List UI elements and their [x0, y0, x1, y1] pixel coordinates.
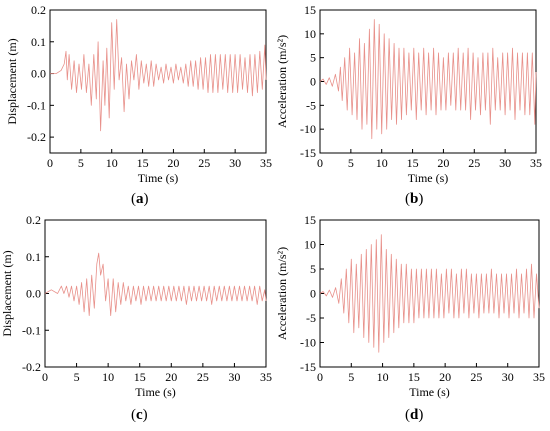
y-axis-label: Acceleration (m/s²) — [275, 247, 289, 340]
series-line — [319, 234, 540, 353]
y-tick-label: 15 — [304, 213, 316, 227]
y-tick-label: -0.1 — [22, 323, 41, 337]
x-tick-label: 20 — [165, 370, 177, 384]
x-axis-label: Time (s) — [138, 171, 179, 185]
y-tick-label: -10 — [300, 336, 316, 350]
x-tick-label: 15 — [134, 370, 146, 384]
x-axis-label: Time (s) — [135, 385, 176, 399]
x-tick-label: 30 — [499, 156, 511, 170]
y-tick-label: 15 — [304, 3, 316, 17]
x-tick-label: 10 — [376, 156, 388, 170]
x-tick-label: 10 — [106, 156, 118, 170]
y-tick-label: -5 — [306, 311, 316, 325]
x-tick-label: 35 — [530, 156, 542, 170]
panel-b-acceleration-chart: 0 5 10 15 20 25 30 35 15 10 5 0 -5 -10 -15 Time (s) Acce… — [275, 3, 542, 185]
y-tick-label: -15 — [300, 360, 316, 374]
y-axis-label: Acceleration (m/s²) — [275, 35, 289, 128]
x-tick-label: 15 — [137, 156, 149, 170]
y-tick-label: 0.2 — [31, 3, 46, 17]
panel-a-displacement-chart: 0 5 10 15 20 25 30 35 0.2 0.1 0.0 -0.1 -0.2 Time (s) D… — [5, 3, 272, 185]
series-line — [44, 252, 267, 317]
x-tick-label: 25 — [198, 156, 210, 170]
x-tick-label: 15 — [408, 370, 420, 384]
x-tick-label: 5 — [74, 370, 80, 384]
x-tick-label: 10 — [377, 370, 389, 384]
x-tick-label: 25 — [470, 370, 482, 384]
caption-b: (b) — [405, 191, 424, 207]
x-tick-label: 25 — [468, 156, 480, 170]
y-axis-label: Displacement (m) — [0, 250, 14, 336]
x-tick-label: 35 — [533, 370, 545, 384]
y-tick-label: -0.2 — [22, 360, 41, 374]
series-line — [319, 19, 537, 140]
y-tick-label: 5 — [310, 51, 316, 65]
y-tick-label: -15 — [300, 146, 316, 160]
x-axis-label: Time (s) — [408, 171, 449, 185]
x-tick-label: 35 — [260, 370, 272, 384]
y-tick-label: 0.0 — [31, 67, 46, 81]
x-tick-label: 30 — [229, 156, 241, 170]
y-tick-label: 0 — [310, 287, 316, 301]
x-tick-label: 30 — [228, 370, 240, 384]
y-tick-label: 10 — [304, 27, 316, 41]
x-tick-label: 20 — [167, 156, 179, 170]
x-tick-label: 5 — [348, 156, 354, 170]
y-tick-label: -10 — [300, 122, 316, 136]
y-axis-label: Displacement (m) — [5, 38, 19, 124]
x-tick-label: 30 — [502, 370, 514, 384]
panel-c-displacement-chart: 0 5 10 15 20 25 30 35 0.2 0.1 0.0 -0.1 -0.2 Time (s) D… — [0, 213, 272, 399]
y-tick-label: 0.1 — [26, 250, 41, 264]
y-tick-label: 0.1 — [31, 35, 46, 49]
x-tick-label: 0 — [47, 156, 53, 170]
x-axis-label: Time (s) — [409, 385, 450, 399]
x-tick-label: 5 — [348, 370, 354, 384]
x-tick-label: 0 — [317, 370, 323, 384]
y-tick-label: 5 — [310, 262, 316, 276]
y-tick-label: 10 — [304, 238, 316, 252]
plot-frame — [49, 9, 267, 154]
y-tick-label: -5 — [306, 98, 316, 112]
x-tick-label: 20 — [439, 370, 451, 384]
series-line — [50, 19, 267, 132]
y-tick-label: 0 — [310, 75, 316, 89]
y-tick-label: -0.1 — [27, 98, 46, 112]
x-tick-label: 0 — [317, 156, 323, 170]
x-tick-label: 10 — [102, 370, 114, 384]
x-tick-label: 5 — [78, 156, 84, 170]
panel-d-acceleration-chart: 0 5 10 15 20 25 30 35 15 10 5 0 -5 -10 -15 Time (s) Acce… — [275, 213, 545, 399]
caption-d: (d) — [405, 407, 424, 423]
x-tick-label: 25 — [197, 370, 209, 384]
x-tick-label: 35 — [260, 156, 272, 170]
caption-a: (a) — [131, 191, 149, 207]
x-tick-label: 15 — [407, 156, 419, 170]
x-tick-label: 0 — [42, 370, 48, 384]
caption-c: (c) — [131, 407, 148, 423]
y-tick-label: 0.2 — [26, 213, 41, 227]
x-tick-label: 20 — [437, 156, 449, 170]
y-tick-label: 0.0 — [26, 287, 41, 301]
y-tick-label: -0.2 — [27, 130, 46, 144]
